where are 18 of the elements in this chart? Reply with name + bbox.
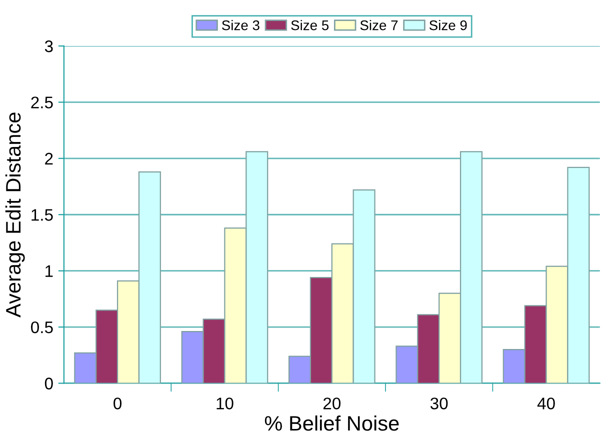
legend-label: Size 9: [429, 20, 467, 30]
y-tick-label: 1: [46, 265, 53, 277]
y-tick-label: 0: [44, 378, 53, 390]
x-tick-label: 0: [114, 398, 122, 410]
x-axis-title: % Belief Noise: [264, 415, 399, 431]
x-tick-label: 20: [323, 398, 341, 410]
legend-label: Size 3: [222, 20, 260, 30]
y-tick-label: 3: [44, 40, 53, 52]
x-tick-label: 10: [216, 398, 234, 410]
x-tick-label: 30: [430, 398, 448, 410]
legend-label: Size 5: [291, 20, 329, 30]
y-tick-label: 0.5: [31, 321, 53, 334]
x-tick-label: 40: [537, 398, 555, 410]
y-tick-label: 1.5: [32, 209, 53, 221]
y-tick-label: 2: [45, 152, 53, 164]
legend-label: Size 7: [360, 20, 398, 30]
y-tick-label: 2.5: [31, 96, 53, 108]
y-axis-title: Average Edit Distance: [5, 112, 25, 318]
